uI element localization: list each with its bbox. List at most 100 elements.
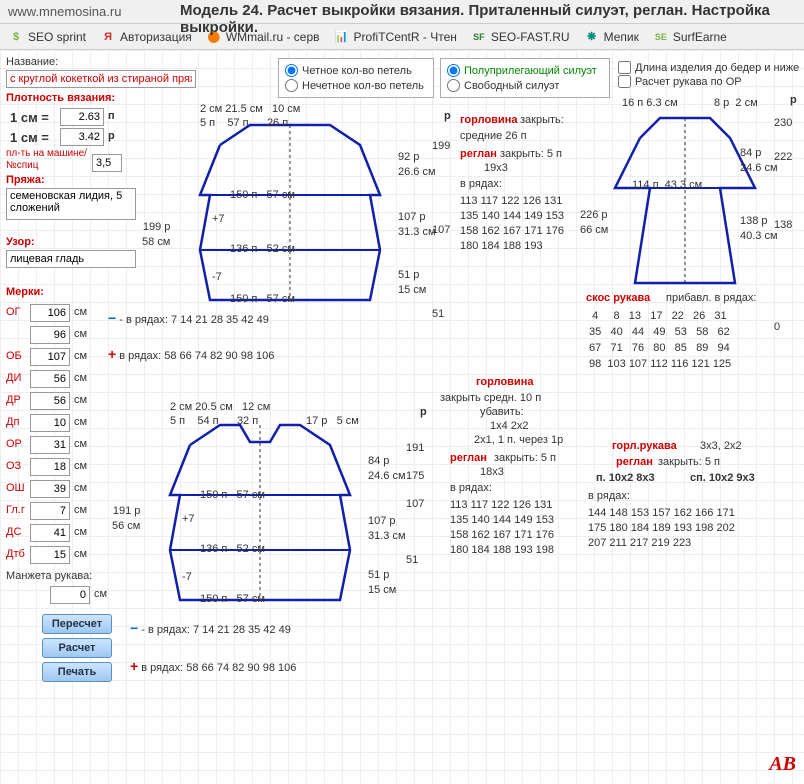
neck-mid: средние 26 п	[460, 130, 527, 142]
fneck-close: закрыть средн. 10 п	[440, 392, 541, 404]
sraglan-rows: 144 148 153 157 162 166 171 175 180 184 …	[588, 506, 735, 551]
front-top-dims: 2 см 20.5 см 12 см	[170, 400, 270, 415]
front-w2: 136 п 52 см	[200, 542, 265, 557]
back-p-label: р	[444, 110, 451, 122]
bookmark[interactable]: ЯАвторизация	[100, 29, 192, 45]
free-radio[interactable]: Свободный силуэт	[447, 79, 603, 92]
pattern-input[interactable]	[6, 250, 136, 268]
back-h1: 92 р 26.6 см	[398, 150, 436, 180]
meas-input[interactable]	[30, 458, 70, 476]
even-radio[interactable]: Четное кол-во петель	[285, 64, 427, 77]
density-r-unit: р	[108, 130, 115, 142]
content-area: Название: Плотность вязания: 1 см = п 1 …	[0, 50, 804, 784]
odd-radio[interactable]: Нечетное кол-во петель	[285, 79, 427, 92]
back-w3: 150 п 57 см	[230, 292, 295, 307]
url-text: www.mnemosina.ru	[8, 4, 121, 19]
fneck-sub: убавить:	[480, 406, 524, 418]
meas-key: ОШ	[6, 482, 25, 494]
meas-unit: см	[74, 438, 87, 450]
meas-unit: см	[74, 372, 87, 384]
cuff-label: Манжета рукава:	[6, 570, 92, 582]
sneck-v: 3x3, 2x2	[700, 440, 742, 452]
front-h1: 84 р 24.6 см	[368, 454, 406, 484]
name-label: Название:	[6, 56, 58, 68]
recalc-button[interactable]: Пересчет	[42, 614, 112, 634]
meas-input[interactable]	[30, 436, 70, 454]
front-dart2: -7	[182, 570, 192, 585]
sleeve-side: 226 р 66 см	[580, 208, 608, 238]
front-marks: 191 175 107 51	[406, 434, 424, 574]
semifitted-radio[interactable]: Полуприлегающий силуэт	[447, 64, 603, 77]
fneck-u2: 2x1, 1 п. через 1р	[474, 434, 563, 446]
meas-key: ОГ	[6, 306, 21, 318]
sleeve-top-d2: 8 р 2 см	[714, 96, 758, 111]
meas-unit: см	[74, 504, 87, 516]
machine-label2: №спиц	[6, 160, 38, 171]
sleeve-diagram	[600, 108, 770, 288]
back-w1: 150 п 57 см	[230, 188, 295, 203]
meas-input[interactable]	[30, 502, 70, 520]
meas-key: ОЗ	[6, 460, 21, 472]
sleeve-check[interactable]: Расчет рукава по ОР	[618, 75, 799, 88]
back-top-dims: 2 см 21.5 см 10 см	[200, 102, 300, 117]
sleeve-top-d: 16 п 6.3 см	[622, 96, 678, 111]
meas-unit: см	[74, 460, 87, 472]
meas-unit: см	[74, 416, 87, 428]
front-dart: +7	[182, 512, 195, 527]
density-r-input[interactable]	[60, 128, 104, 146]
meas-unit: см	[74, 306, 87, 318]
meas-input[interactable]	[30, 370, 70, 388]
bookmark[interactable]: $SEO sprint	[8, 29, 86, 45]
cuff-input[interactable]	[50, 586, 90, 604]
front-extra: 17 р 5 см	[306, 414, 359, 429]
meas-unit: см	[74, 350, 87, 362]
meas-key: ДС	[6, 526, 21, 538]
meas-key: Дтб	[6, 548, 25, 560]
meas-input[interactable]	[30, 524, 70, 542]
length-check[interactable]: Длина изделия до бедер и ниже	[618, 61, 799, 74]
meas-key: Гл.г	[6, 504, 25, 516]
back-top-st: 5 п 57 п 26 п	[200, 116, 288, 131]
bevel-rows: 4 8 13 17 22 26 31 35 40 44 49 53 58 62 …	[586, 308, 731, 372]
back-plus-rows: + в рядах: 58 66 74 82 90 98 106	[108, 346, 274, 362]
front-p-label: р	[420, 406, 427, 418]
back-dart: +7	[212, 212, 225, 227]
front-minus-rows: − - в рядах: 7 14 21 28 35 42 49	[130, 620, 291, 636]
raglan-r: 19x3	[484, 162, 508, 174]
fraglan-title: реглан	[450, 452, 487, 464]
machine-label: пл-ть на машине/	[6, 148, 87, 159]
meas-input[interactable]	[30, 348, 70, 366]
name-input[interactable]	[6, 70, 196, 88]
bookmark-icon: $	[8, 29, 24, 45]
neck-title: горловина	[460, 114, 517, 126]
url-bar: www.mnemosina.ru Модель 24. Расчет выкро…	[0, 0, 804, 24]
calc-button[interactable]: Расчет	[42, 638, 112, 658]
raglan-rows: 113 117 122 126 131 135 140 144 149 153 …	[460, 194, 564, 254]
meas-unit: см	[74, 482, 87, 494]
fraglan-r: 18x3	[480, 466, 504, 478]
sraglan-title: реглан	[616, 456, 653, 468]
meas-input[interactable]	[30, 414, 70, 432]
density-p-input[interactable]	[60, 108, 104, 126]
front-side: 191 р 56 см	[112, 504, 140, 534]
back-h2: 107 р 31.3 см	[398, 210, 436, 240]
sraglan-sp: сп. 10x2 9x3	[690, 472, 755, 484]
bevel-title2: прибавл. в рядах:	[666, 292, 756, 304]
yarn-label: Пряжа:	[6, 174, 45, 186]
sleeve-h1: 84 р 24.6 см	[740, 146, 778, 176]
raglan-close: закрыть: 5 п	[500, 148, 562, 160]
meas-input[interactable]	[30, 480, 70, 498]
meas-input[interactable]	[30, 304, 70, 322]
front-h2: 107 р 31.3 см	[368, 514, 406, 544]
machine-input[interactable]	[92, 154, 122, 172]
meas-input[interactable]	[30, 546, 70, 564]
back-minus-rows: − - в рядах: 7 14 21 28 35 42 49	[108, 310, 269, 326]
print-button[interactable]: Печать	[42, 662, 112, 682]
logo: AB	[769, 753, 796, 776]
checkbox-group: Длина изделия до бедер и ниже Расчет рук…	[618, 60, 799, 89]
meas-input[interactable]	[30, 326, 70, 344]
meas-input[interactable]	[30, 392, 70, 410]
meas-unit: см	[74, 394, 87, 406]
meas-unit: см	[74, 548, 87, 560]
yarn-input[interactable]	[6, 188, 136, 220]
